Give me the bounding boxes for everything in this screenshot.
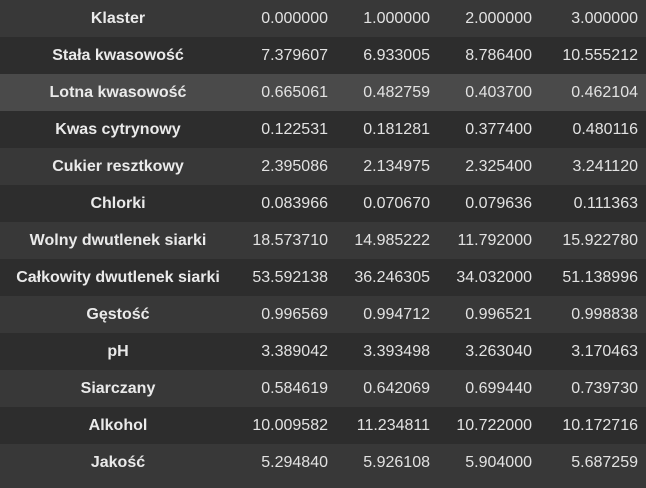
row-label: Stała kwasowość — [52, 46, 184, 64]
cell-value: 3.170463 — [571, 342, 638, 360]
cell-value: 34.032000 — [456, 268, 532, 286]
table-row: Chlorki 0.083966 0.070670 0.079636 0.111… — [0, 185, 646, 222]
table-row: Wolny dwutlenek siarki 18.573710 14.9852… — [0, 222, 646, 259]
cell-value: 0.083966 — [261, 194, 328, 212]
table-row: pH 3.389042 3.393498 3.263040 3.170463 — [0, 333, 646, 370]
cell-value: 51.138996 — [562, 268, 638, 286]
table-row: Cukier resztkowy 2.395086 2.134975 2.325… — [0, 148, 646, 185]
row-label: Cukier resztkowy — [52, 157, 184, 175]
cell-value: 0.079636 — [465, 194, 532, 212]
cell-value: 3.389042 — [261, 342, 328, 360]
row-label: Gęstość — [86, 305, 150, 323]
cell-value: 18.573710 — [252, 231, 328, 249]
cell-value: 5.904000 — [465, 453, 532, 471]
cell-value: 0.111363 — [573, 194, 638, 212]
cell-value: 2.395086 — [261, 157, 328, 175]
cell-value: 2.000000 — [465, 9, 532, 27]
cell-value: 6.933005 — [363, 46, 430, 64]
cell-value: 11.792000 — [457, 231, 532, 249]
cell-value: 0.739730 — [571, 379, 638, 397]
cell-value: 5.687259 — [571, 453, 638, 471]
cell-value: 5.294840 — [261, 453, 328, 471]
cell-value: 0.584619 — [261, 379, 328, 397]
cell-value: 10.009582 — [252, 416, 328, 434]
cell-value: 0.996569 — [261, 305, 328, 323]
table-row: Jakość 5.294840 5.926108 5.904000 5.6872… — [0, 444, 646, 481]
cell-value: 7.379607 — [261, 46, 328, 64]
cell-value: 0.699440 — [465, 379, 532, 397]
cell-value: 0.122531 — [261, 120, 328, 138]
table-row: Stała kwasowość 7.379607 6.933005 8.7864… — [0, 37, 646, 74]
table-row: Gęstość 0.996569 0.994712 0.996521 0.998… — [0, 296, 646, 333]
cell-value: 0.480116 — [572, 120, 638, 138]
row-label: Jakość — [90, 453, 146, 471]
table-row: Klaster 0.000000 1.000000 2.000000 3.000… — [0, 0, 646, 37]
row-label: Alkohol — [88, 416, 148, 434]
cell-value: 10.722000 — [456, 416, 532, 434]
row-label: Siarczany — [80, 379, 156, 397]
cell-value: 3.393498 — [363, 342, 430, 360]
row-label: Chlorki — [90, 194, 146, 212]
cell-value: 0.403700 — [465, 83, 532, 101]
cell-value: 0.482759 — [363, 83, 430, 101]
row-label: pH — [107, 342, 129, 360]
row-label: Całkowity dwutlenek siarki — [16, 268, 220, 286]
cell-value: 10.555212 — [562, 46, 638, 64]
cell-value: 36.246305 — [354, 268, 430, 286]
cell-value: 0.996521 — [465, 305, 532, 323]
cell-value: 0.462104 — [571, 83, 638, 101]
cell-value: 53.592138 — [252, 268, 328, 286]
cell-value: 3.241120 — [572, 157, 638, 175]
cell-value: 2.134975 — [363, 157, 430, 175]
cell-value: 0.181281 — [363, 120, 430, 138]
cell-value: 8.786400 — [465, 46, 532, 64]
table-row: Alkohol 10.009582 11.234811 10.722000 10… — [0, 407, 646, 444]
cell-value: 15.922780 — [562, 231, 638, 249]
cell-value: 0.070670 — [363, 194, 430, 212]
table-row: Całkowity dwutlenek siarki 53.592138 36.… — [0, 259, 646, 296]
row-label: Wolny dwutlenek siarki — [29, 231, 207, 249]
table-row: Kwas cytrynowy 0.122531 0.181281 0.37740… — [0, 111, 646, 148]
cell-value: 5.926108 — [363, 453, 430, 471]
row-label: Lotna kwasowość — [49, 83, 187, 101]
cell-value: 3.263040 — [465, 342, 532, 360]
cell-value: 0.665061 — [261, 83, 328, 101]
cell-value: 0.642069 — [363, 379, 430, 397]
cell-value: 14.985222 — [354, 231, 430, 249]
cell-value: 0.994712 — [363, 305, 430, 323]
table-row-hovered: Lotna kwasowość 0.665061 0.482759 0.4037… — [0, 74, 646, 111]
cell-value: 0.000000 — [261, 9, 328, 27]
cell-value: 0.998838 — [571, 305, 638, 323]
cell-value: 3.000000 — [571, 9, 638, 27]
cell-value: 0.377400 — [465, 120, 532, 138]
row-label: Kwas cytrynowy — [55, 120, 181, 138]
row-label: Klaster — [90, 9, 146, 27]
table-row: Siarczany 0.584619 0.642069 0.699440 0.7… — [0, 370, 646, 407]
cell-value: 2.325400 — [465, 157, 532, 175]
cell-value: 11.234811 — [356, 416, 430, 434]
cell-value: 10.172716 — [562, 416, 638, 434]
cell-value: 1.000000 — [363, 9, 430, 27]
